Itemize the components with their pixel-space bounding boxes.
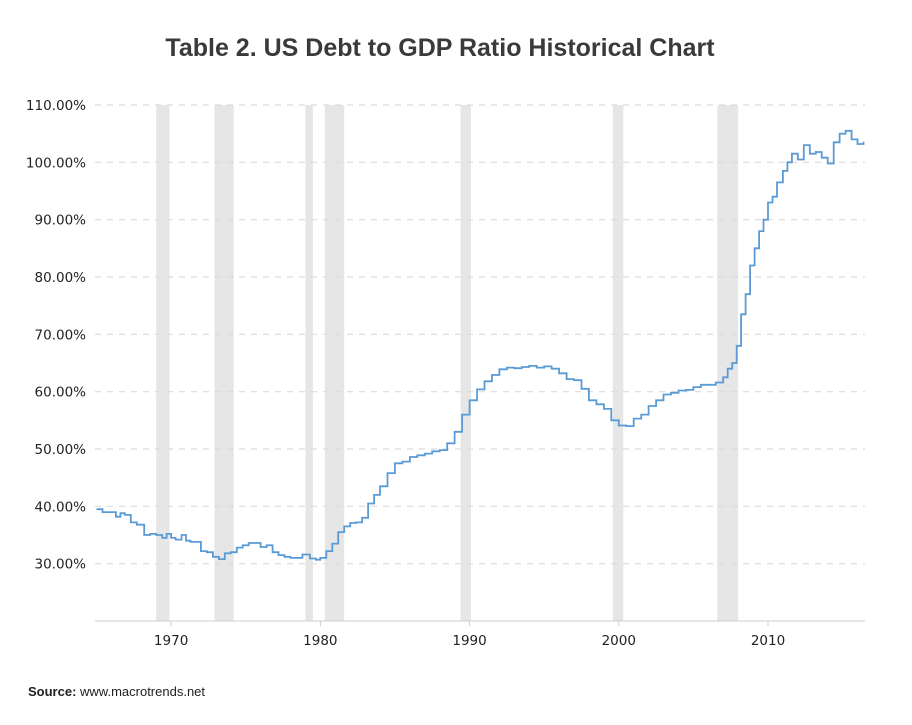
chart-title: Table 2. US Debt to GDP Ratio Historical… [165,34,715,62]
y-tick-label: 40.00% [35,499,87,515]
x-tick-label: 2000 [602,633,636,649]
y-axis-ticks: 30.00% 40.00% 50.00% 60.00% 70.00% 80.00% 90.0… [26,98,86,573]
recession-band-3 [305,105,313,621]
recession-band-2 [214,105,234,621]
recession-band-1 [156,105,170,621]
source-url: www.macrotrends.net [76,684,206,699]
recession-band-4 [324,105,345,621]
y-tick-label: 50.00% [35,442,87,458]
source-label: Source: [28,684,77,699]
x-tick-label: 2010 [751,633,785,649]
debt-to-gdp-series-line [96,129,865,561]
y-tick-label: 60.00% [35,385,87,401]
recession-bands [156,105,739,621]
y-tick-label: 90.00% [35,213,87,229]
grid-lines [95,104,865,622]
source-note: Source: www.macrotrends.net [28,684,205,699]
x-tick-label: 1990 [452,633,486,649]
y-tick-label: 100.00% [26,155,86,171]
y-tick-label: 110.00% [26,98,86,114]
recession-band-6 [612,105,624,621]
y-tick-label: 80.00% [35,270,87,286]
recession-band-7 [717,105,739,621]
y-tick-label: 30.00% [35,557,87,573]
x-tick-label: 1970 [154,633,188,649]
y-tick-label: 70.00% [35,327,87,343]
recession-band-5 [460,105,472,621]
x-tick-label: 1980 [303,633,337,649]
x-axis-ticks: 1970 1980 1990 2000 2010 [154,621,785,649]
